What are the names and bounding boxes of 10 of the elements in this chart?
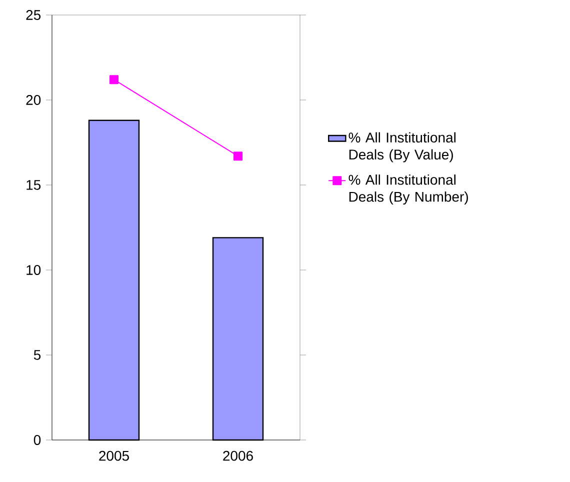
y-tick-label: 5 (34, 350, 41, 360)
y-tick-label: 0 (34, 435, 41, 445)
x-tick-label: 2005 (99, 450, 129, 461)
y-tick-label: 25 (26, 10, 41, 20)
y-tick-label: 15 (26, 180, 41, 190)
legend-label: % All Institutional Deals (By Number) (348, 174, 468, 205)
y-tick-label: 20 (26, 95, 41, 105)
x-tick-label: 2006 (223, 450, 253, 461)
legend-label: % All Institutional Deals (By Value) (348, 132, 456, 162)
y-tick-label: 10 (26, 265, 41, 275)
